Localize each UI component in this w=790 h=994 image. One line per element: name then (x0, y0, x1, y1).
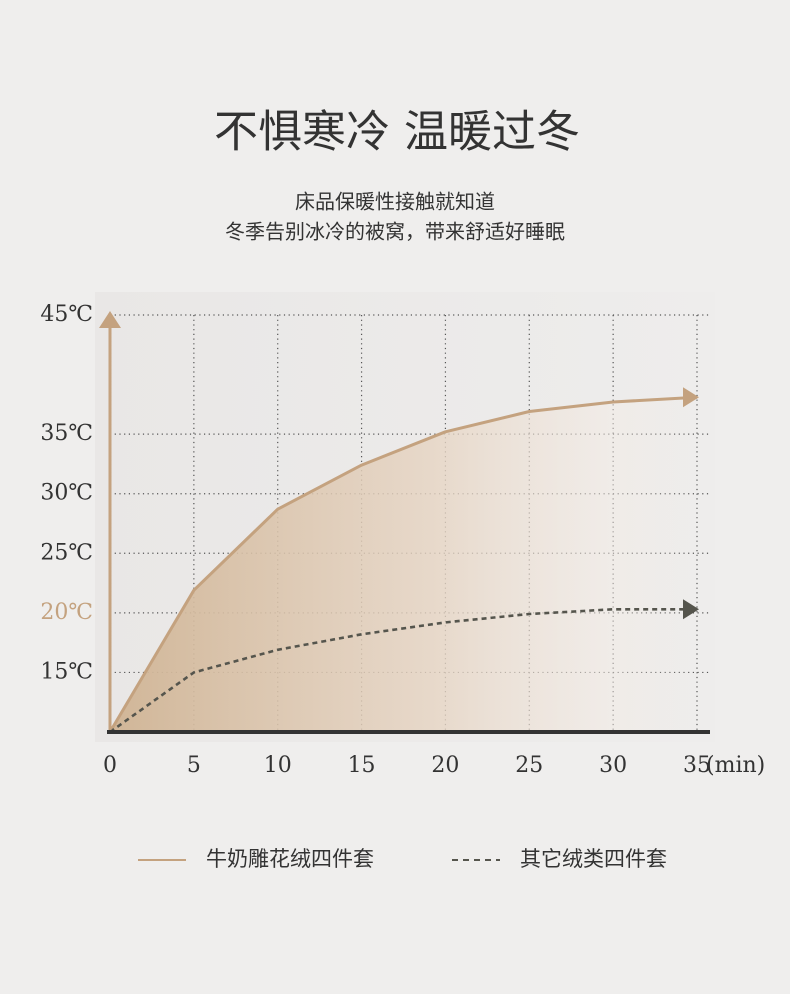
line (108, 395, 698, 733)
x-axis-label: (min) (706, 753, 765, 778)
x-tick-label: 35 (683, 753, 711, 778)
x-tick-label: 20 (431, 753, 459, 778)
y-tick-label: 25℃ (40, 540, 93, 565)
y-tick-label: 30℃ (40, 481, 93, 506)
subtitle: 冬季告别冰冷的被窝，带来舒适好睡眠 (225, 220, 565, 244)
arrow-head (683, 387, 699, 408)
x-tick-label: 30 (599, 753, 627, 778)
y-tick-label: 45℃ (40, 302, 93, 327)
x-tick-label: 15 (348, 753, 376, 778)
subtitle: 床品保暖性接触就知道 (295, 190, 495, 214)
y-tick-label: 35℃ (40, 421, 93, 446)
title: 不惧寒冷 温暖过冬 (214, 107, 580, 158)
x-tick-label: 25 (515, 753, 543, 778)
area (110, 397, 697, 732)
legend-label: 牛奶雕花绒四件套 (206, 847, 374, 871)
x-tick-label: 10 (264, 753, 292, 778)
x-tick-label: 5 (187, 753, 201, 778)
y-tick-label: 20℃ (40, 600, 93, 625)
y-tick-label: 15℃ (40, 659, 93, 684)
x-tick-label: 0 (103, 753, 117, 778)
arrow-head (683, 599, 699, 620)
legend-label: 其它绒类四件套 (520, 847, 667, 871)
y-axis-arrow (99, 311, 121, 328)
line (109, 608, 697, 734)
plot: 15℃ 20℃ 25℃ 30℃ 35℃ 45℃ 0 5 10 15 20 25 30 35(min) 牛奶雕… (40, 302, 765, 871)
